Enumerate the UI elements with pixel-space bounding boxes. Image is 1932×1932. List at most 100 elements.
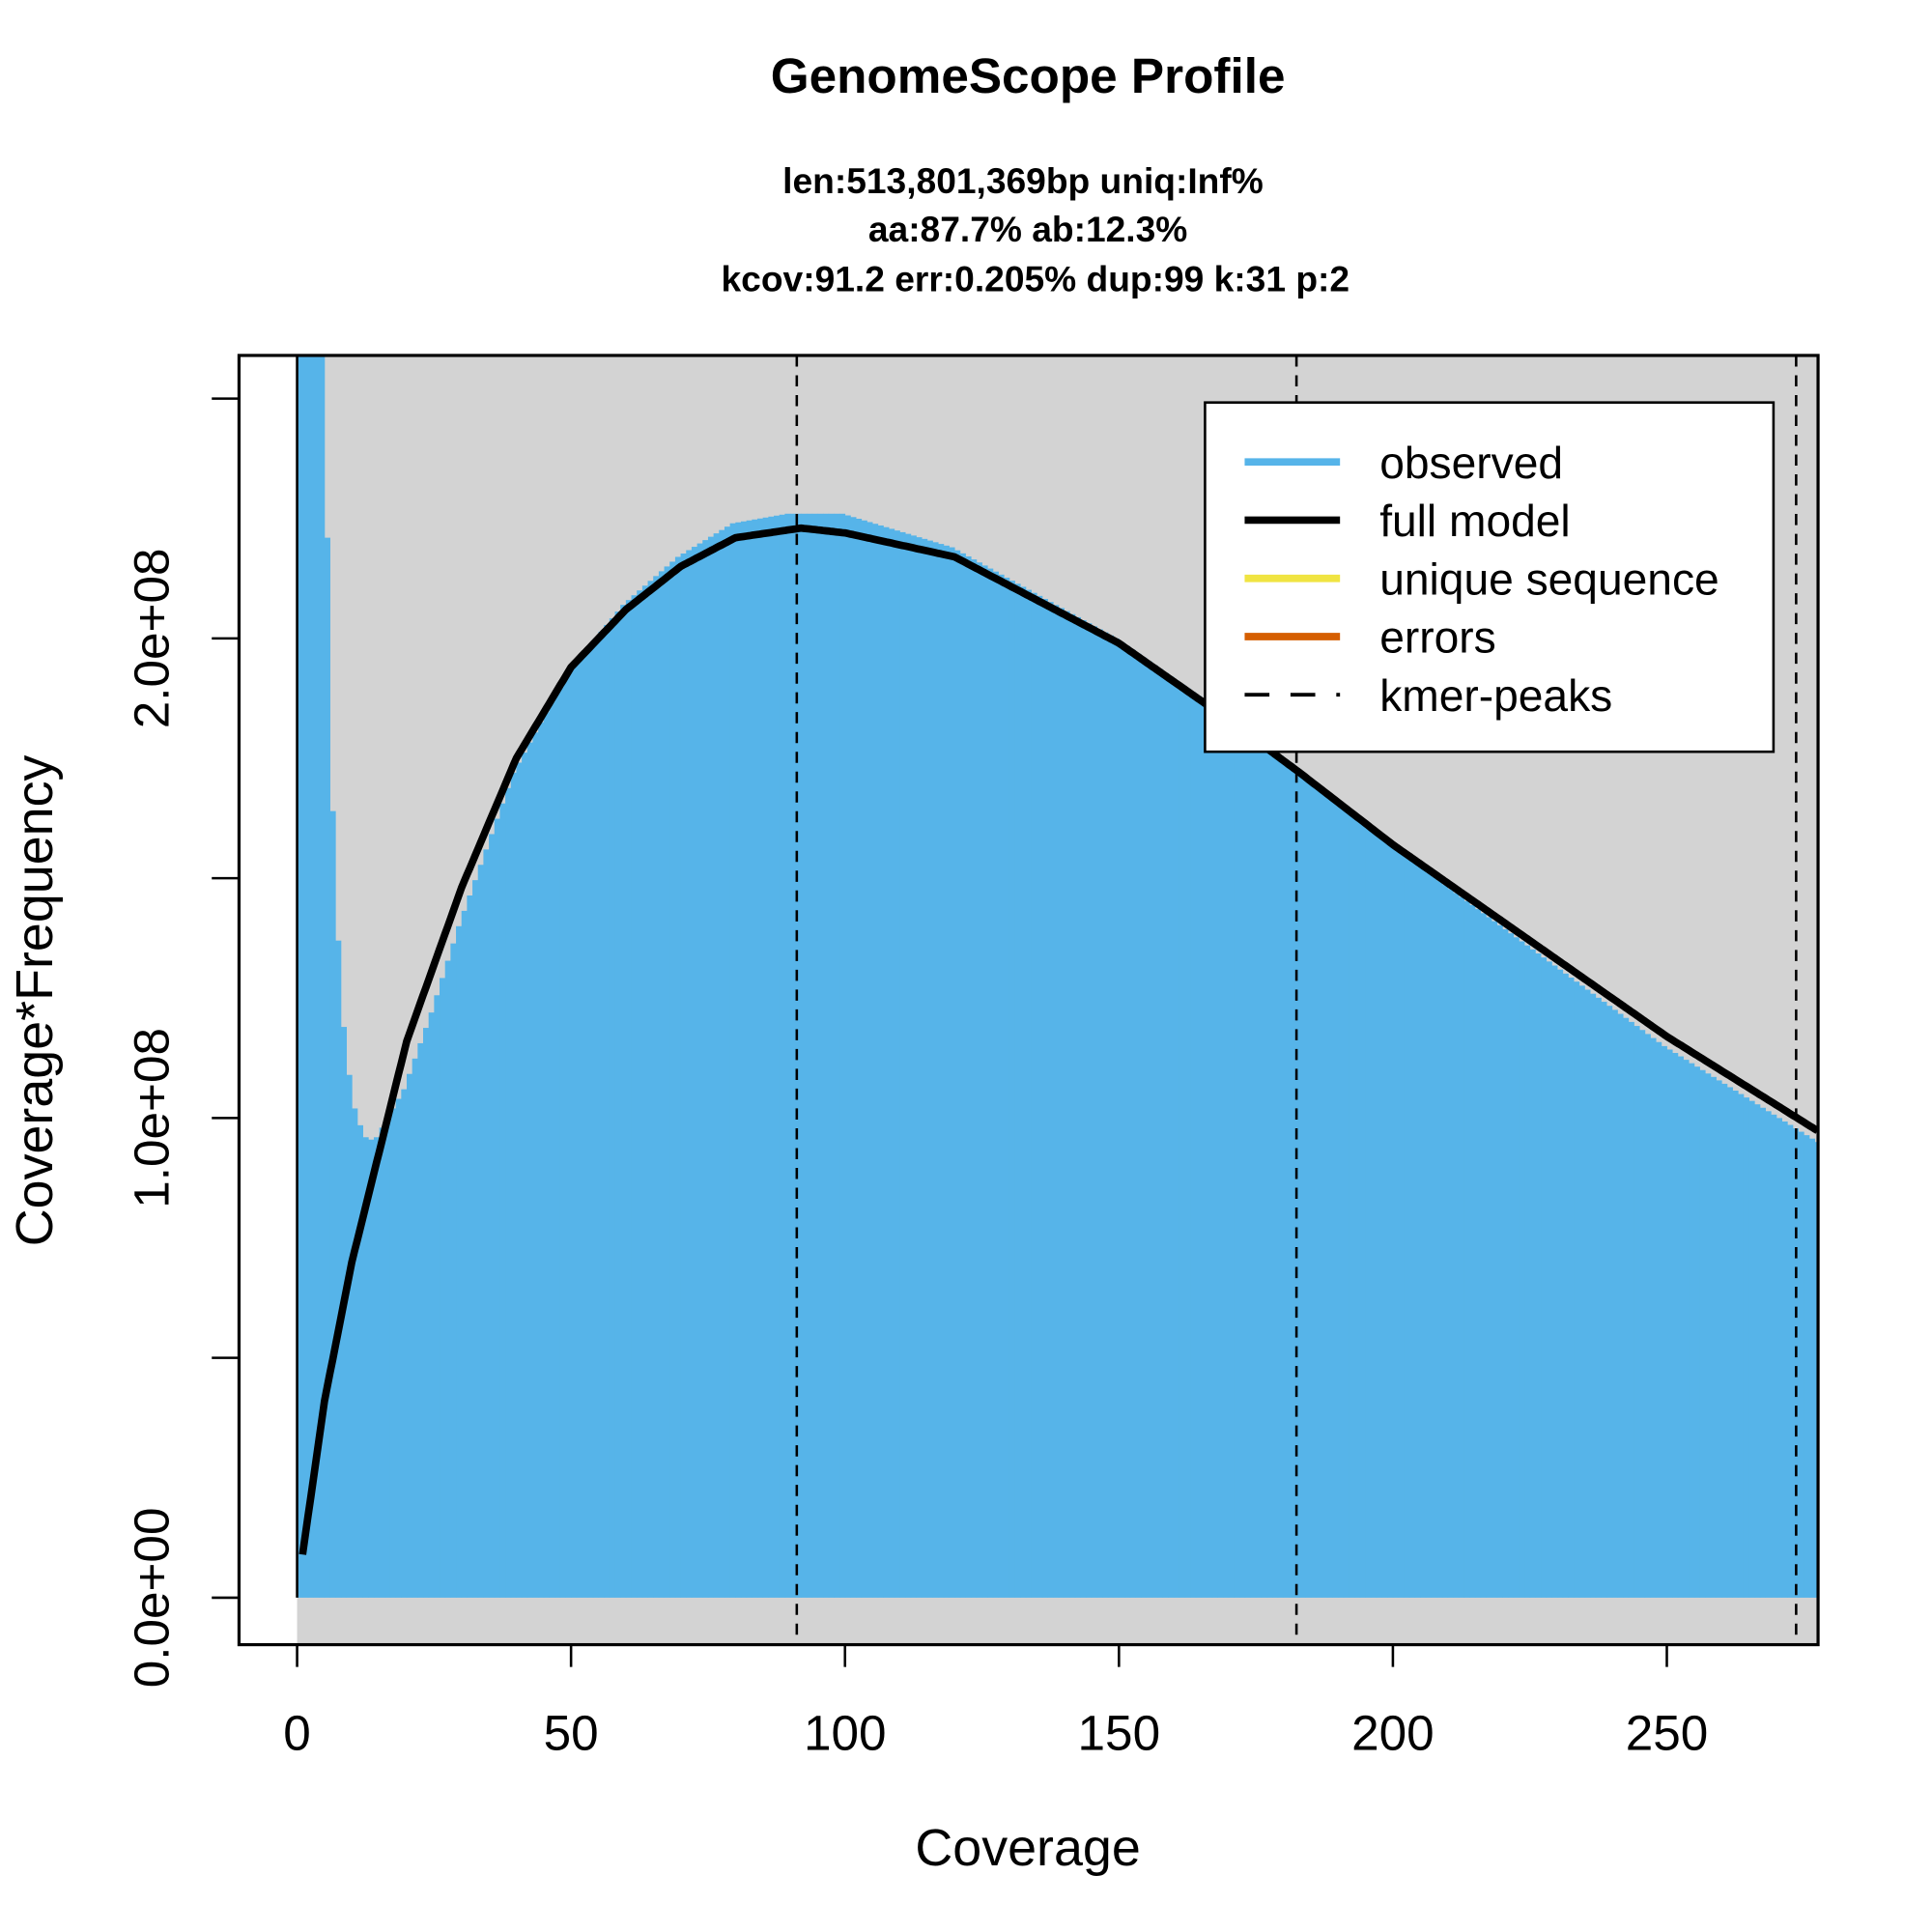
histogram-bar: [1420, 868, 1427, 1598]
histogram-bar: [1726, 1087, 1733, 1598]
histogram-bar: [1474, 909, 1482, 1598]
histogram-bar: [1541, 957, 1548, 1598]
histogram-bar: [790, 513, 797, 1598]
histogram-bar: [784, 513, 791, 1598]
histogram-bar: [1184, 688, 1191, 1598]
histogram-bar: [1677, 1056, 1684, 1598]
histogram-bar: [707, 536, 714, 1598]
histogram-bar: [1798, 1131, 1804, 1598]
histogram-bar: [620, 605, 627, 1598]
histogram-bar: [1217, 711, 1224, 1598]
histogram-bar: [1458, 896, 1465, 1598]
histogram-bar: [752, 519, 758, 1598]
histogram-bar: [1129, 649, 1136, 1598]
histogram-bar: [971, 559, 978, 1598]
histogram-bar: [1135, 653, 1142, 1598]
histogram-bar: [614, 611, 621, 1598]
histogram-bar: [1683, 1060, 1690, 1598]
histogram-bar: [1289, 763, 1295, 1598]
histogram-bar: [444, 960, 451, 1598]
histogram-bar: [905, 533, 912, 1598]
histogram-bar: [631, 595, 638, 1598]
histogram-bar: [456, 925, 463, 1598]
histogram-bar: [1250, 735, 1257, 1598]
histogram-bar: [1234, 723, 1240, 1598]
histogram-bar: [889, 528, 895, 1598]
histogram-bar: [1469, 904, 1476, 1598]
histogram-bar: [1519, 941, 1525, 1598]
histogram-bar: [576, 658, 582, 1598]
histogram-bar: [1546, 961, 1552, 1598]
histogram-bar: [565, 671, 572, 1598]
histogram-bar: [1381, 839, 1388, 1598]
histogram-bar: [625, 600, 632, 1598]
histogram-bar: [1404, 856, 1410, 1598]
legend-label: errors: [1379, 612, 1496, 663]
histogram-bar: [1031, 592, 1037, 1598]
histogram-bar: [768, 516, 775, 1598]
histogram-bar: [1244, 731, 1251, 1598]
histogram-bar: [1634, 1026, 1640, 1598]
histogram-bar: [297, 355, 303, 1598]
histogram-bar: [1595, 997, 1602, 1598]
histogram-bar: [1211, 707, 1218, 1598]
histogram-bar: [1656, 1041, 1662, 1598]
histogram-bar: [1611, 1009, 1618, 1598]
histogram-bar: [1765, 1111, 1772, 1598]
histogram-bar: [965, 555, 972, 1598]
histogram-bar: [861, 520, 867, 1598]
histogram-bar: [379, 1127, 385, 1598]
histogram-bar: [669, 561, 676, 1598]
histogram-bar: [1228, 719, 1235, 1598]
histogram-bar: [922, 538, 928, 1598]
histogram-bar: [664, 566, 670, 1598]
histogram-bar: [1759, 1107, 1766, 1598]
histogram-bar: [801, 513, 808, 1598]
histogram-bar: [461, 910, 468, 1598]
legend: observed full model unique sequence errors k…: [1204, 401, 1776, 753]
histogram-bar: [395, 1098, 402, 1598]
subtitle-line-1: len:513,801,369bp uniq:Inf%: [782, 160, 1264, 201]
histogram-bar: [499, 803, 506, 1598]
histogram-bar: [319, 355, 326, 1598]
histogram-bar: [1463, 900, 1470, 1598]
histogram-bar: [1272, 752, 1279, 1598]
histogram-bar: [1025, 589, 1032, 1598]
histogram-bar: [1601, 1002, 1607, 1598]
histogram-bar: [1574, 981, 1580, 1598]
x-tick-label: 200: [1351, 1706, 1435, 1761]
histogram-bar: [1738, 1094, 1745, 1598]
histogram-bar: [1551, 965, 1558, 1598]
histogram-bar: [1529, 949, 1536, 1598]
histogram-bar: [1141, 657, 1148, 1598]
histogram-bar: [604, 624, 611, 1598]
histogram-bar: [680, 554, 687, 1598]
histogram-bar: [510, 772, 517, 1598]
histogram-bar: [582, 651, 588, 1598]
x-tick-label: 0: [283, 1706, 311, 1761]
histogram-bar: [1305, 777, 1312, 1598]
histogram-bar: [1256, 739, 1263, 1598]
histogram-bar: [756, 518, 764, 1598]
histogram-bar: [1699, 1069, 1706, 1598]
histogram-bar: [938, 544, 945, 1598]
histogram-bar: [472, 880, 479, 1598]
histogram-bar: [417, 1042, 424, 1598]
y-tick-label: 2.0e+08: [124, 549, 179, 729]
legend-label: unique sequence: [1379, 554, 1719, 604]
histogram-bar: [1157, 668, 1164, 1598]
histogram-bar: [1661, 1045, 1667, 1598]
histogram-bar: [467, 895, 473, 1598]
histogram-bar: [637, 590, 643, 1598]
histogram-bar: [1787, 1124, 1794, 1598]
histogram-bar: [954, 550, 961, 1598]
histogram-bar: [587, 644, 594, 1598]
histogram-bar: [489, 834, 496, 1598]
histogram-bar: [1606, 1006, 1613, 1598]
histogram-bar: [1590, 993, 1597, 1598]
histogram-bar: [324, 537, 330, 1598]
histogram-bar: [1207, 703, 1213, 1598]
histogram-bar: [1047, 602, 1054, 1598]
y-axis-label: Coverage*Frequency: [6, 754, 64, 1246]
